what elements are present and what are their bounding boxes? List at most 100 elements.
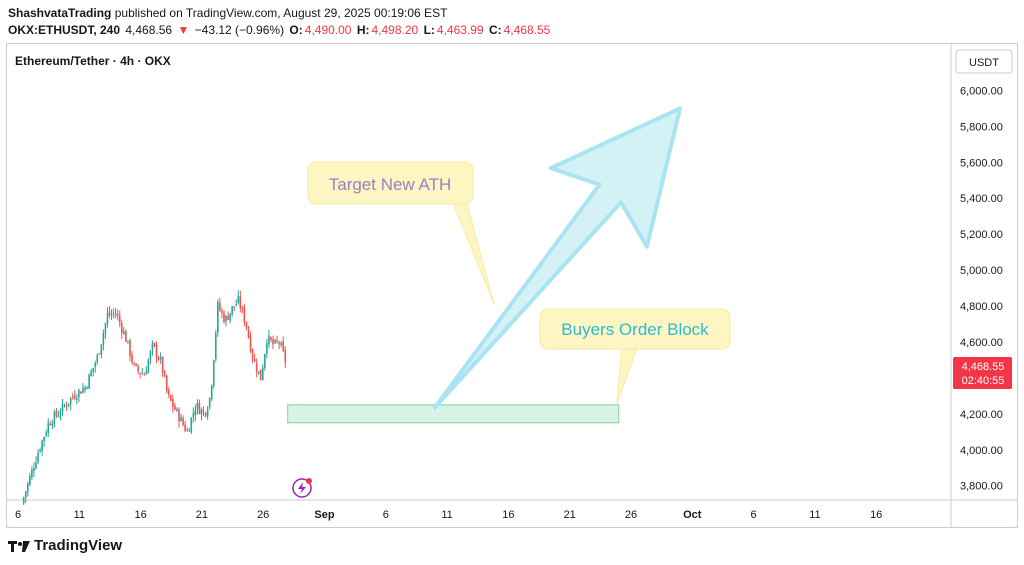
candle-body (196, 402, 199, 409)
candle-body (96, 355, 99, 363)
candle-body (143, 374, 146, 376)
candle-body (272, 339, 274, 345)
candle-body (253, 359, 256, 362)
candle-body (214, 332, 217, 359)
price-tick-label: 4,000.00 (960, 445, 1003, 457)
candle-body (241, 308, 244, 310)
candle-body (157, 357, 160, 360)
candle-body (49, 423, 52, 426)
candle-body (98, 353, 101, 355)
candle-body (180, 417, 182, 422)
time-tick-label: 6 (751, 509, 757, 521)
candle-body (163, 372, 166, 376)
target-callout-box (307, 161, 474, 205)
candle-body (71, 396, 74, 398)
chart-header: ShashvataTrading published on TradingVie… (8, 5, 552, 39)
candle-body (92, 367, 94, 372)
candle-body (249, 335, 252, 352)
candle-body (239, 296, 242, 308)
buyers-callout-pointer (616, 344, 639, 405)
price-tick-label: 5,600.00 (960, 157, 1003, 169)
candle-body (104, 323, 107, 334)
candle-body (106, 313, 109, 324)
candle-body (29, 476, 31, 485)
candle-body (118, 315, 121, 323)
price-tick-label: 5,200.00 (960, 229, 1003, 241)
price-tick-label: 5,400.00 (960, 193, 1003, 205)
candle-body (22, 497, 25, 504)
candle-body (284, 349, 287, 363)
price-badge-bg (953, 357, 1012, 389)
time-tick-label: 26 (625, 509, 637, 521)
candle-body (63, 405, 66, 407)
candle-body (78, 389, 80, 397)
high-value: 4,498.20 (371, 23, 419, 37)
candle-body (90, 371, 92, 377)
open-value: 4,490.00 (304, 23, 352, 37)
candle-body (149, 351, 152, 361)
last-price: 4,468.56 (125, 23, 173, 37)
candle-body (129, 340, 131, 357)
price-tick-label: 5,000.00 (960, 265, 1003, 277)
time-tick-label: Sep (314, 509, 334, 521)
candle-body (251, 349, 254, 359)
candle-body (217, 301, 219, 333)
last-price-badge: 4,468.55 02:40:55 (953, 357, 1012, 389)
price-tick-label: 4,800.00 (960, 301, 1003, 313)
target-arrow-layer (432, 106, 682, 410)
candle-body (270, 337, 272, 341)
candle-body (212, 360, 215, 387)
candle-body (35, 462, 37, 469)
candle-body (167, 390, 170, 395)
target-callout[interactable]: Target New ATH (307, 161, 495, 305)
target-callout-text: Target New ATH (329, 175, 452, 194)
candle-body (161, 356, 164, 373)
candle-body (65, 405, 68, 407)
candle-body (268, 335, 270, 345)
price-tick-label: 5,800.00 (960, 121, 1003, 133)
candle-body (192, 413, 195, 418)
chart-frame[interactable] (6, 43, 1018, 528)
candle-body (76, 398, 78, 400)
candle-body (94, 362, 97, 367)
order-block-zone (287, 404, 620, 424)
candle-body (121, 323, 123, 333)
tradingview-footer[interactable]: TradingView (8, 537, 122, 554)
time-tick-label: 6 (15, 509, 21, 521)
candle-body (116, 314, 119, 316)
publisher-name[interactable]: ShashvataTrading (8, 6, 112, 20)
candle-body (37, 453, 39, 463)
candle-body (194, 409, 197, 416)
time-tick-label: 16 (870, 509, 882, 521)
tradingview-logo-icon (8, 540, 30, 552)
time-tick-label: 26 (257, 509, 269, 521)
candle-body (276, 340, 278, 342)
candle-body (139, 372, 141, 374)
buyers-callout[interactable]: Buyers Order Block (539, 308, 731, 405)
ohlc-line: OKX:ETHUSDT, 240 4,468.56 ▼ −43.12 (−0.9… (8, 22, 552, 39)
candle-body (170, 395, 172, 401)
candle-body (74, 395, 76, 399)
candle-body (86, 387, 88, 389)
candle-body (151, 342, 154, 350)
candle-body (155, 344, 158, 358)
candle-body (67, 403, 70, 405)
candle-body (159, 357, 162, 360)
candle-body (243, 307, 246, 323)
candle-body (280, 343, 282, 345)
currency-button[interactable] (955, 49, 1013, 74)
target-callout-pointer (451, 199, 495, 305)
lightning-icon[interactable] (292, 478, 312, 498)
price-change: −43.12 (−0.96%) (194, 23, 285, 37)
candle-body (131, 354, 133, 363)
candle-body (247, 329, 250, 338)
time-tick-label: 11 (441, 509, 452, 521)
candle-body (33, 468, 35, 471)
candle-body (202, 410, 205, 412)
candle-body (43, 436, 45, 442)
candle-body (225, 316, 227, 322)
candle-body (206, 409, 209, 417)
candle-body (88, 374, 90, 389)
price-tick-label: 3,800.00 (960, 481, 1003, 493)
